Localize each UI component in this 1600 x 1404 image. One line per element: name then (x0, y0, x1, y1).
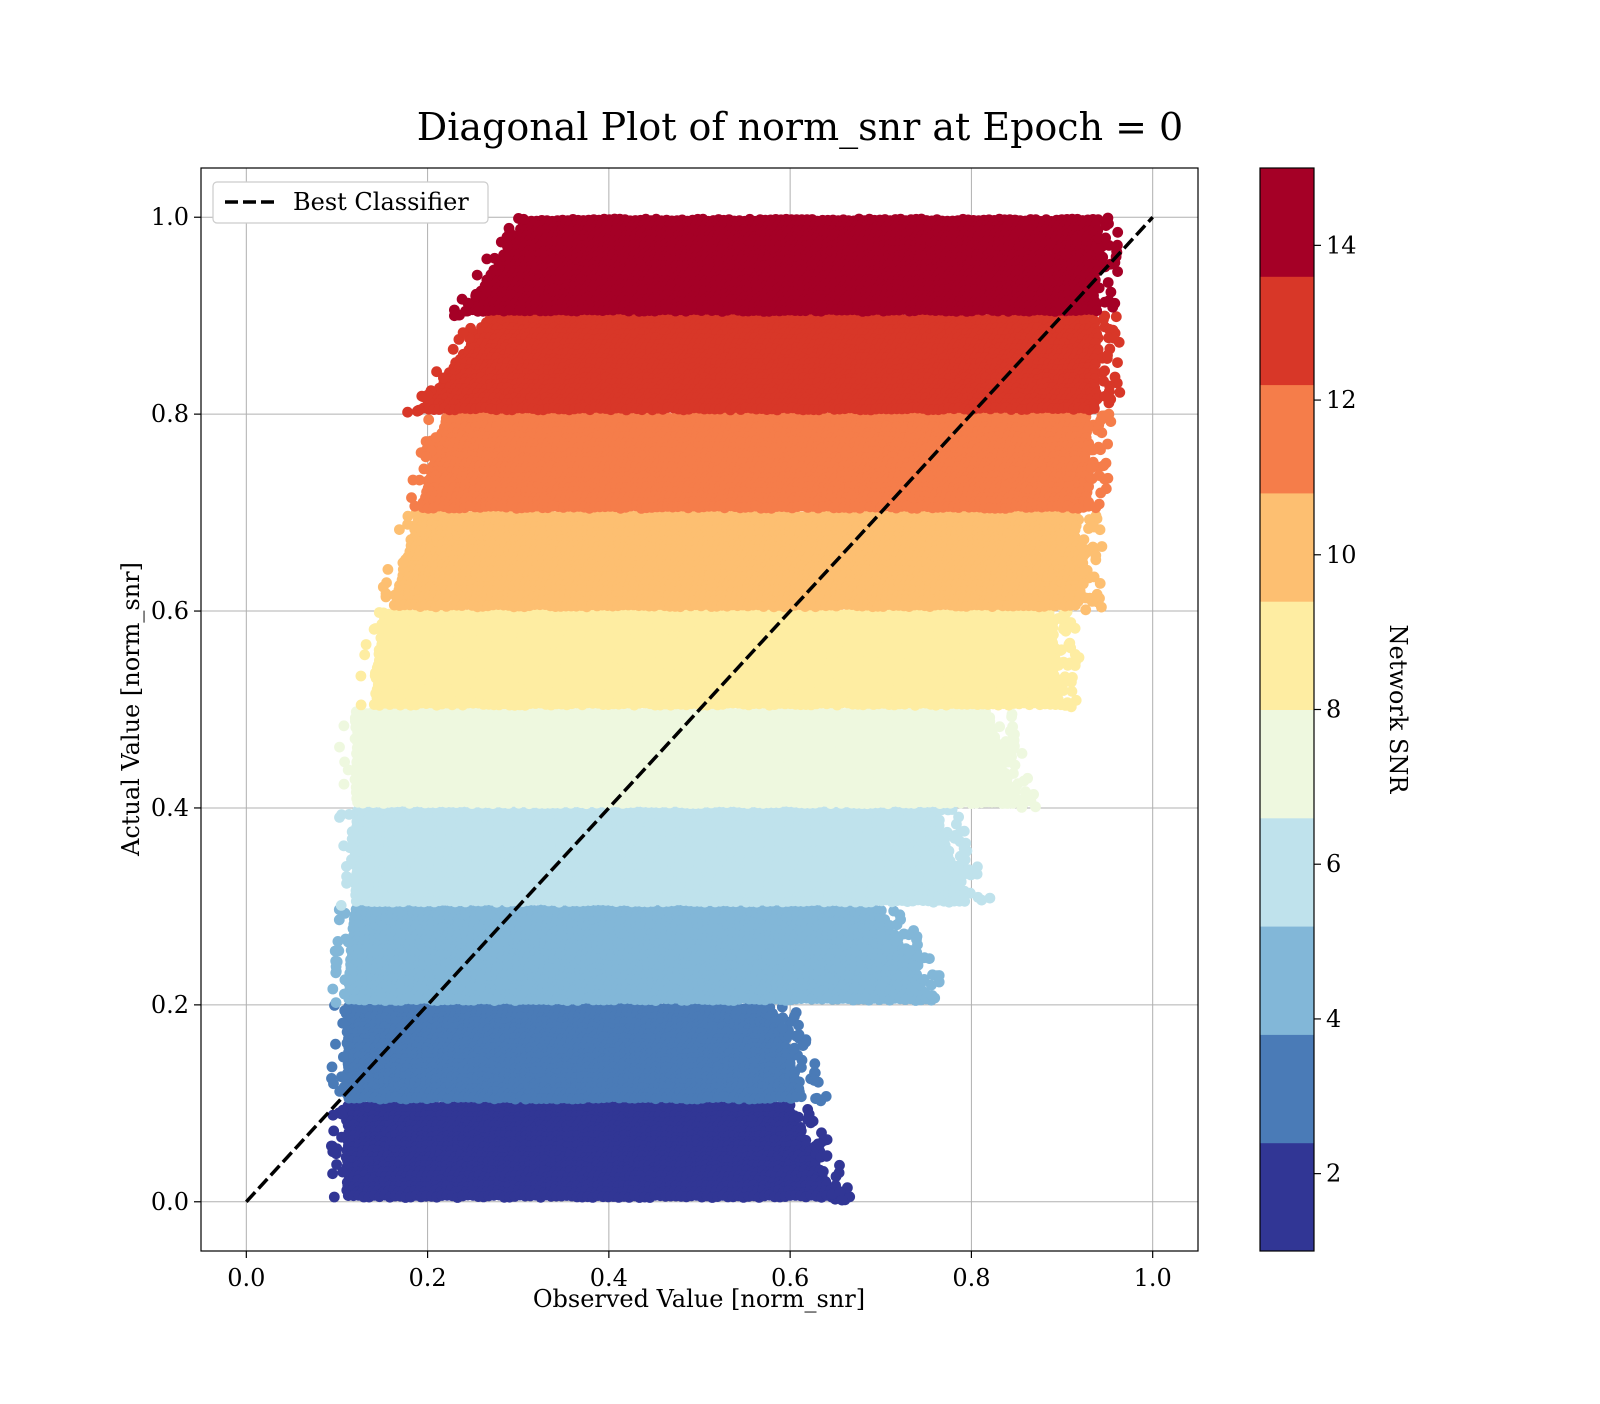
data-point (327, 1168, 338, 1179)
data-point (796, 1091, 807, 1102)
scatter-band-snr-2 (326, 1100, 855, 1206)
data-point (777, 1012, 788, 1023)
data-point (837, 1195, 848, 1206)
data-point (793, 1112, 804, 1123)
data-point (329, 1192, 340, 1203)
data-point (777, 1023, 788, 1034)
data-point (822, 1150, 833, 1161)
data-point (802, 1114, 813, 1125)
chart-title: Diagonal Plot of norm_snr at Epoch = 0 (417, 105, 1183, 150)
data-point (338, 1052, 349, 1063)
data-point (328, 1110, 339, 1121)
data-point (834, 1167, 845, 1178)
data-point (814, 1139, 825, 1150)
data-point (336, 1071, 347, 1082)
data-point (331, 1159, 342, 1170)
data-point (793, 1020, 804, 1031)
scatter-band-snr-3 (326, 1000, 831, 1106)
data-point (809, 1075, 820, 1086)
data-point (330, 1039, 341, 1050)
data-point (337, 1018, 348, 1029)
scatter-band-snr-5 (327, 903, 944, 1008)
data-point (818, 1166, 829, 1177)
data-point (815, 1095, 826, 1106)
data-point (327, 1146, 338, 1157)
data-point (794, 1029, 805, 1040)
data-point (816, 1127, 827, 1138)
data-point (336, 1132, 347, 1143)
data-point (798, 1040, 809, 1051)
data-point (327, 1062, 338, 1073)
data-point (339, 1005, 350, 1016)
